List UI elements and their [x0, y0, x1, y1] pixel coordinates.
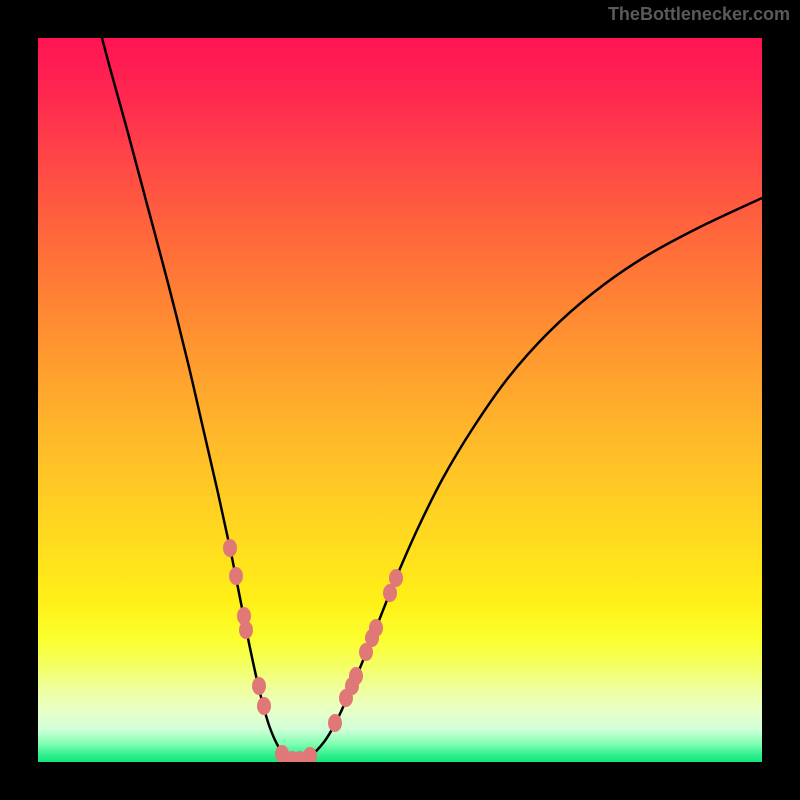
scatter-dot [369, 619, 383, 637]
right-curve-path [296, 198, 762, 760]
scatter-dot [328, 714, 342, 732]
left-curve-path [98, 38, 296, 760]
scatter-dot [257, 697, 271, 715]
scatter-dot [239, 621, 253, 639]
curves-layer [38, 38, 762, 762]
scatter-dot [303, 747, 317, 762]
scatter-dot [349, 667, 363, 685]
watermark-text: TheBottlenecker.com [608, 4, 790, 25]
scatter-dot [389, 569, 403, 587]
scatter-dot [229, 567, 243, 585]
scatter-dot [252, 677, 266, 695]
plot-area [38, 38, 762, 762]
scatter-dot [223, 539, 237, 557]
